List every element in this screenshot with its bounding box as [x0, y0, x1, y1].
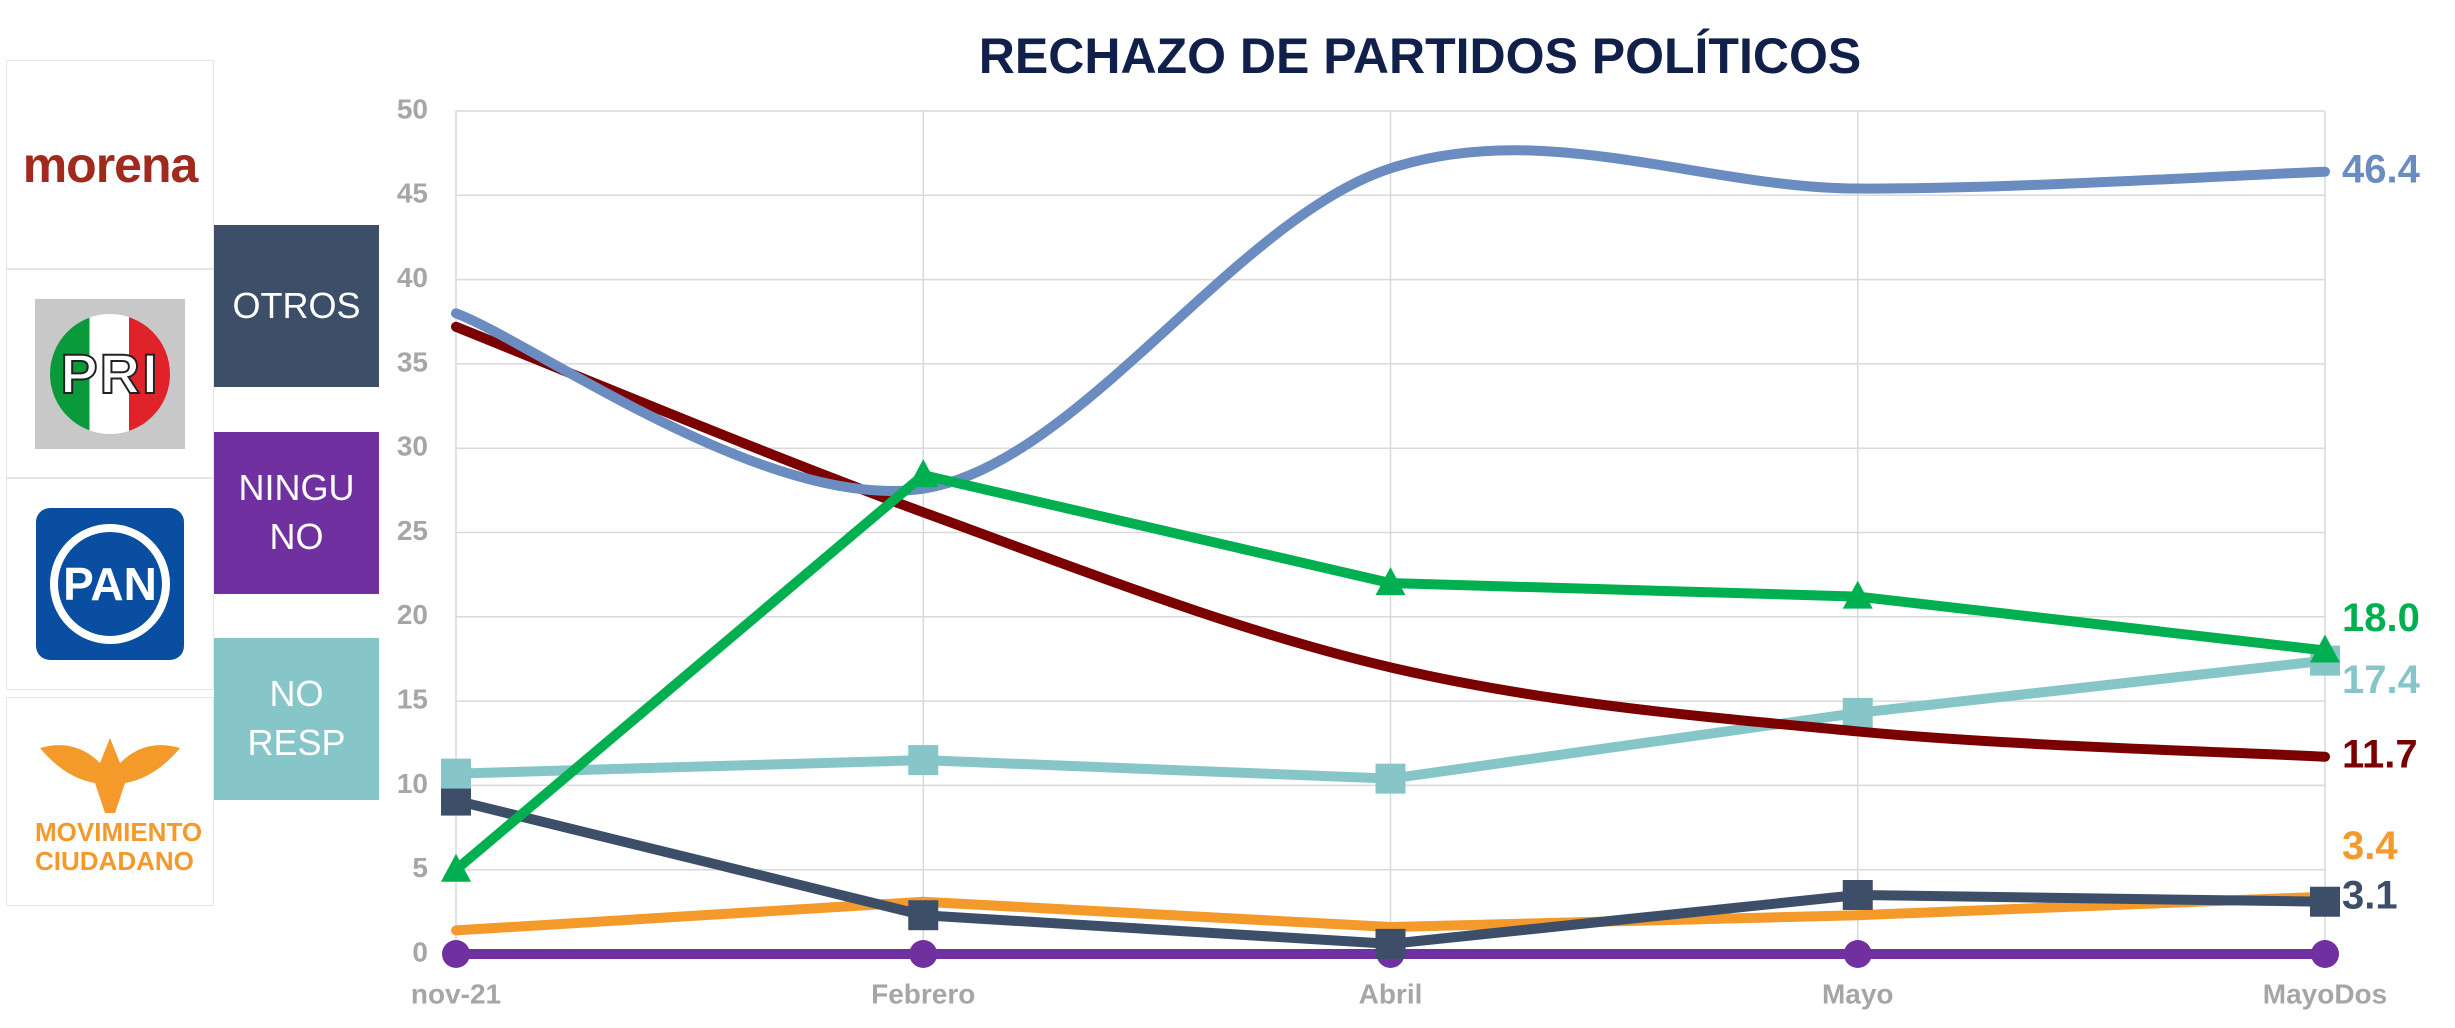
marker: [2311, 940, 2339, 968]
marker: [908, 900, 939, 931]
marker: [453, 310, 459, 316]
marker: [909, 940, 938, 968]
end-label: 3.4: [2342, 824, 2398, 868]
end-label: 18.0: [2342, 596, 2420, 640]
legend-label: MOVIMIENTO CIUDADANO: [35, 816, 203, 876]
y-tick-label: 30: [397, 431, 428, 462]
pri-circle: PRI: [50, 313, 170, 434]
y-tick-label: 35: [397, 346, 428, 377]
mc-eagle: [40, 737, 180, 813]
end-label: 17.4: [2342, 658, 2421, 702]
marker: [920, 486, 926, 492]
legend-label: NINGUNO: [238, 467, 355, 557]
x-tick-label: Mayo: [1822, 978, 1894, 1009]
legend-ninguno: NINGUNO: [214, 432, 379, 594]
y-tick-label: 10: [397, 768, 428, 799]
marker: [453, 324, 459, 330]
x-tick-label: Abril: [1359, 978, 1423, 1009]
marker: [1388, 924, 1393, 930]
marker: [1855, 728, 1861, 734]
marker: [1842, 879, 1873, 910]
legend-morena: morena: [6, 60, 214, 269]
y-tick-label: 5: [412, 852, 428, 883]
legend-pan: PAN: [6, 478, 214, 690]
marker: [1842, 697, 1873, 728]
marker: [1842, 580, 1873, 609]
marker: [442, 940, 470, 968]
marker: [2310, 634, 2340, 663]
marker: [1843, 940, 1872, 968]
y-tick-label: 50: [397, 93, 428, 124]
marker: [1375, 928, 1406, 959]
y-tick-label: 25: [397, 515, 428, 546]
marker: [908, 459, 939, 488]
pan-logo: PAN: [36, 508, 184, 660]
marker: [441, 785, 471, 816]
legend-label: NO RESP: [247, 673, 346, 763]
legend-label: PAN: [63, 558, 157, 610]
marker: [2310, 886, 2340, 917]
marker: [1388, 165, 1393, 171]
y-tick-label: 15: [397, 683, 428, 714]
marker: [441, 853, 471, 882]
x-tick-label: MayoDos: [2263, 978, 2387, 1009]
series-line: [451, 145, 2330, 496]
marker: [1855, 912, 1861, 918]
chart-title: RECHAZO DE PARTIDOS POLÍTICOS: [979, 28, 1861, 84]
y-tick-label: 45: [397, 178, 428, 209]
marker: [1388, 664, 1393, 670]
marker: [920, 509, 926, 515]
legend-otros: OTROS: [214, 225, 379, 387]
end-label: 46.4: [2342, 147, 2421, 191]
marker: [441, 758, 471, 789]
marker: [2322, 169, 2328, 175]
marker: [453, 927, 459, 933]
x-tick-label: nov-21: [411, 978, 501, 1009]
end-label: 11.7: [2342, 732, 2418, 776]
marker: [908, 745, 939, 776]
legend-pri: PRI: [6, 269, 214, 478]
pri-logo: PRI: [35, 298, 185, 449]
x-tick-label: Febrero: [871, 978, 975, 1009]
legend-label: OTROS: [232, 284, 361, 326]
legend-label: PRI: [59, 341, 160, 406]
y-tick-label: 40: [397, 262, 428, 293]
legend-no-resp: NO RESP: [214, 638, 379, 800]
marker: [2322, 754, 2328, 760]
marker: [1855, 186, 1861, 192]
end-label: 3.1: [2342, 873, 2398, 917]
y-tick-label: 0: [412, 936, 428, 967]
marker: [1375, 763, 1406, 794]
y-tick-label: 20: [397, 599, 428, 630]
legend-mc: MOVIMIENTO CIUDADANO: [6, 697, 214, 906]
marker: [1375, 567, 1406, 596]
mc-eagle-shape: [40, 737, 180, 813]
pan-circle: PAN: [50, 524, 170, 644]
legend-label: morena: [22, 136, 199, 193]
